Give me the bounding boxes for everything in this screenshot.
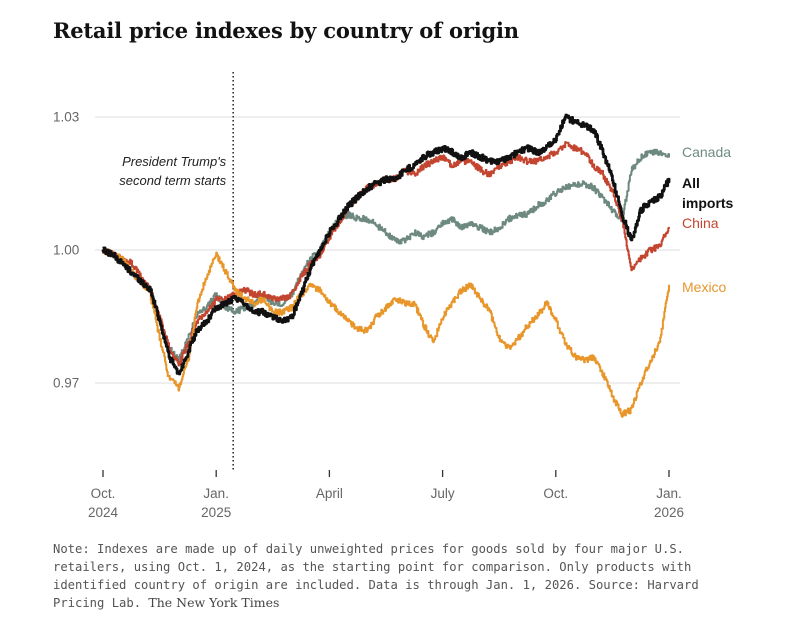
series-label-canada: Canada	[682, 144, 731, 160]
x-axis: Oct. 2024 Jan. 2025 April July Oct. Jan. 2026	[88, 470, 684, 520]
y-tick-label-2: 0.97	[53, 376, 79, 391]
series-lines	[101, 113, 671, 418]
annotation-text-1: second term starts	[119, 173, 226, 188]
series-line-all-imports	[101, 113, 671, 376]
y-axis-labels: 1.03 1.00 0.97	[53, 110, 79, 391]
x-tick-label-4: Oct.	[543, 486, 568, 501]
gridlines	[95, 116, 680, 384]
x-tick-label-2: April	[316, 486, 343, 501]
term-start-annotation: President Trump's second term starts	[119, 72, 234, 470]
series-line-canada	[102, 148, 670, 364]
note-text: Note: Indexes are made up of daily unwei…	[53, 542, 699, 610]
series-label-china: China	[682, 215, 719, 231]
series-labels: Canada China Mexico All imports	[682, 144, 734, 295]
series-line-mexico	[102, 247, 670, 418]
x-tick-year-5: 2026	[654, 505, 684, 520]
x-tick-year-1: 2025	[201, 505, 231, 520]
series-label-all-imports-0: All	[682, 175, 700, 191]
x-tick-label-5: Jan.	[656, 486, 682, 501]
y-tick-label-0: 1.03	[53, 110, 79, 125]
x-tick-label-3: July	[431, 486, 455, 501]
x-tick-label-0: Oct.	[91, 486, 116, 501]
chart-title: Retail price indexes by country of origi…	[53, 18, 519, 43]
annotation-text-0: President Trump's	[122, 154, 227, 169]
chart-note: Note: Indexes are made up of daily unwei…	[53, 540, 743, 612]
x-tick-year-0: 2024	[88, 505, 119, 520]
y-tick-label-1: 1.00	[53, 243, 79, 258]
x-tick-label-1: Jan.	[203, 486, 229, 501]
series-label-mexico: Mexico	[682, 279, 727, 295]
series-label-all-imports-1: imports	[682, 195, 734, 211]
credit-text: The New York Times	[148, 595, 280, 610]
